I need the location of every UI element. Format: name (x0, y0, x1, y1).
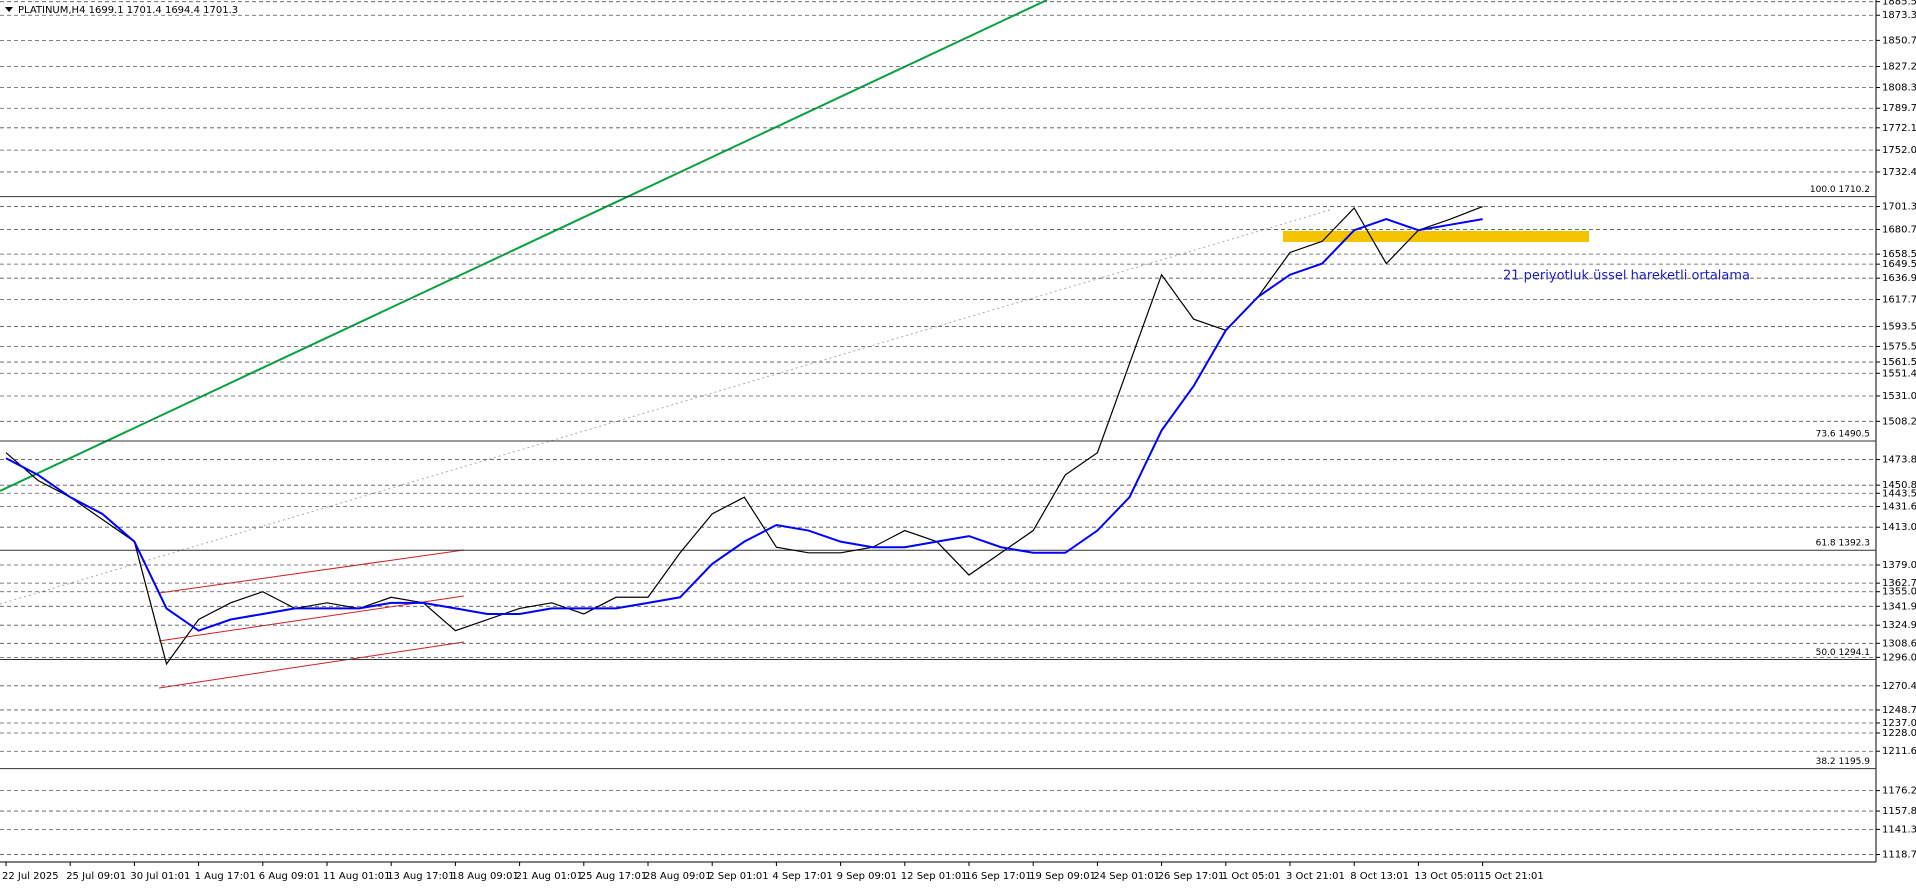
fib-label: 61.8 1392.3 (1816, 539, 1870, 549)
y-tick-label: 1551.4 (1882, 368, 1916, 379)
y-tick-label: 1617.7 (1882, 295, 1916, 306)
y-tick-label: 1885.5 (1882, 0, 1916, 8)
x-tick-label: 22 Jul 2025 (2, 871, 59, 882)
x-tick-label: 11 Aug 01:01 (323, 871, 390, 882)
y-tick-label: 1808.3 (1882, 83, 1916, 94)
y-tick-label: 1228.0 (1882, 728, 1916, 739)
y-tick-label: 1296.0 (1882, 652, 1916, 663)
support-zone (1283, 231, 1589, 242)
title-arrow (5, 7, 13, 12)
y-tick-label: 1473.8 (1882, 455, 1916, 466)
y-tick-label: 1443.5 (1882, 488, 1916, 499)
y-tick-label: 1308.6 (1882, 638, 1916, 649)
x-tick-label: 13 Aug 17:01 (387, 871, 454, 882)
x-tick-label: 1 Aug 17:01 (195, 871, 256, 882)
x-tick-label: 16 Sep 17:01 (965, 871, 1032, 882)
price-line (5, 218, 1483, 632)
x-tick-label: 9 Sep 09:01 (837, 871, 897, 882)
trend-dotted (0, 209, 1331, 605)
trend-line (0, 0, 1048, 492)
y-tick-label: 1157.8 (1882, 806, 1916, 817)
x-tick-label: 21 Aug 01:01 (516, 871, 583, 882)
y-tick-label: 1248.7 (1882, 705, 1916, 716)
x-tick-label: 28 Aug 09:01 (644, 871, 711, 882)
y-tick-label: 1789.7 (1882, 103, 1916, 114)
y-tick-label: 1270.4 (1882, 681, 1916, 692)
x-tick-label: 18 Aug 09:01 (451, 871, 518, 882)
x-tick-label: 15 Oct 21:01 (1479, 871, 1544, 882)
y-tick-label: 1176.2 (1882, 786, 1916, 797)
x-tick-label: 24 Sep 01:01 (1093, 871, 1160, 882)
y-tick-label: 1561.5 (1882, 357, 1916, 368)
y-tick-label: 1118.7 (1882, 850, 1916, 861)
y-tick-label: 1827.2 (1882, 62, 1916, 73)
x-tick-label: 19 Sep 09:01 (1029, 871, 1096, 882)
y-tick-label: 1355.0 (1882, 587, 1916, 598)
y-tick-label: 1141.3 (1882, 824, 1916, 835)
channel-line (158, 641, 465, 689)
y-tick-label: 1211.6 (1882, 746, 1916, 757)
x-tick-label: 1 Oct 05:01 (1222, 871, 1281, 882)
y-tick-label: 1680.7 (1882, 224, 1916, 235)
x-tick-label: 26 Sep 17:01 (1158, 871, 1225, 882)
y-tick-label: 1772.1 (1882, 123, 1916, 134)
fib-label: 73.6 1490.5 (1816, 430, 1870, 440)
annotation: 21 periyotluk üssel hareketli ortalama (1503, 269, 1750, 284)
y-tick-label: 1508.2 (1882, 416, 1916, 427)
y-tick-label: 1450.8 (1882, 480, 1916, 491)
x-tick-label: 30 Jul 01:01 (130, 871, 190, 882)
y-tick-label: 1237.0 (1882, 718, 1916, 729)
y-tick-label: 1531.0 (1882, 391, 1916, 402)
y-tick-label: 1413.0 (1882, 522, 1916, 533)
y-tick-label: 1873.3 (1882, 10, 1916, 21)
y-tick-label: 1379.0 (1882, 560, 1916, 571)
x-tick-label: 6 Aug 09:01 (259, 871, 320, 882)
fib-label: 38.2 1195.9 (1816, 757, 1871, 767)
y-tick-label: 1658.5 (1882, 249, 1916, 260)
y-tick-label: 1649.5 (1882, 259, 1916, 270)
chart-title: PLATINUM,H4 1699.1 1701.4 1694.4 1701.3 (18, 5, 238, 16)
x-tick-label: 3 Oct 21:01 (1286, 871, 1345, 882)
y-tick-label: 1593.5 (1882, 321, 1916, 332)
x-tick-label: 13 Oct 05:01 (1414, 871, 1479, 882)
x-tick-label: 8 Oct 13:01 (1350, 871, 1409, 882)
x-tick-label: 4 Sep 17:01 (772, 871, 832, 882)
x-tick-label: 2 Sep 01:01 (708, 871, 768, 882)
y-tick-label: 1752.0 (1882, 145, 1916, 156)
x-tick-label: 25 Jul 09:01 (66, 871, 126, 882)
y-tick-label: 1341.9 (1882, 601, 1916, 612)
y-tick-label: 1636.9 (1882, 273, 1916, 284)
y-tick-label: 1850.7 (1882, 35, 1916, 46)
y-tick-label: 1362.7 (1882, 578, 1916, 589)
y-tick-label: 1324.9 (1882, 620, 1916, 631)
y-tick-label: 1575.5 (1882, 341, 1916, 352)
fib-label: 50.0 1294.1 (1816, 648, 1870, 658)
y-tick-label: 1732.4 (1882, 167, 1916, 178)
y-tick-label: 1431.6 (1882, 502, 1916, 513)
channel-line (158, 549, 465, 594)
y-tick-label: 1701.3 (1882, 202, 1916, 213)
fib-label: 100.0 1710.2 (1810, 185, 1870, 195)
x-tick-label: 12 Sep 01:01 (901, 871, 968, 882)
x-tick-label: 25 Aug 17:01 (580, 871, 647, 882)
